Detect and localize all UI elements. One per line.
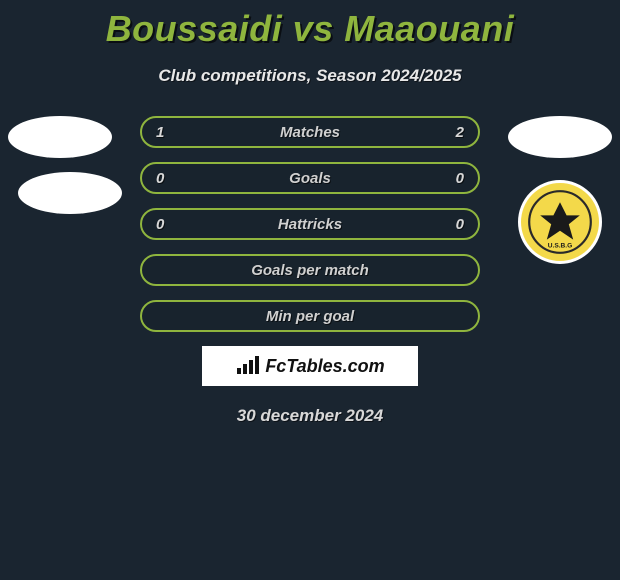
stat-row: 0 Hattricks 0 <box>140 208 480 240</box>
svg-text:U.S.B.G: U.S.B.G <box>548 242 573 249</box>
chart-icon <box>235 356 261 376</box>
stat-label: Hattricks <box>142 216 478 233</box>
stat-label: Goals per match <box>142 262 478 279</box>
page-title: Boussaidi vs Maaouani <box>0 0 620 50</box>
stat-row: 0 Goals 0 <box>140 162 480 194</box>
club-crest-icon: U.S.B.G <box>527 189 593 255</box>
team-left-logo-placeholder <box>18 172 122 214</box>
footer-date: 30 december 2024 <box>0 406 620 426</box>
stat-rows: 1 Matches 2 0 Goals 0 0 Hattricks 0 Goal… <box>140 116 480 332</box>
stat-row: 1 Matches 2 <box>140 116 480 148</box>
stat-label: Min per goal <box>142 308 478 325</box>
brand-text: FcTables.com <box>265 356 384 377</box>
stat-label: Matches <box>142 124 478 141</box>
stat-row: Min per goal <box>140 300 480 332</box>
brand-badge: FcTables.com <box>202 346 418 386</box>
subtitle: Club competitions, Season 2024/2025 <box>0 66 620 86</box>
stat-row: Goals per match <box>140 254 480 286</box>
player-left-avatar-placeholder <box>8 116 112 158</box>
team-right-logo: U.S.B.G <box>518 180 602 264</box>
comparison-block: U.S.B.G 1 Matches 2 0 Goals 0 0 Hattrick… <box>0 116 620 426</box>
stat-label: Goals <box>142 170 478 187</box>
player-right-avatar-placeholder <box>508 116 612 158</box>
